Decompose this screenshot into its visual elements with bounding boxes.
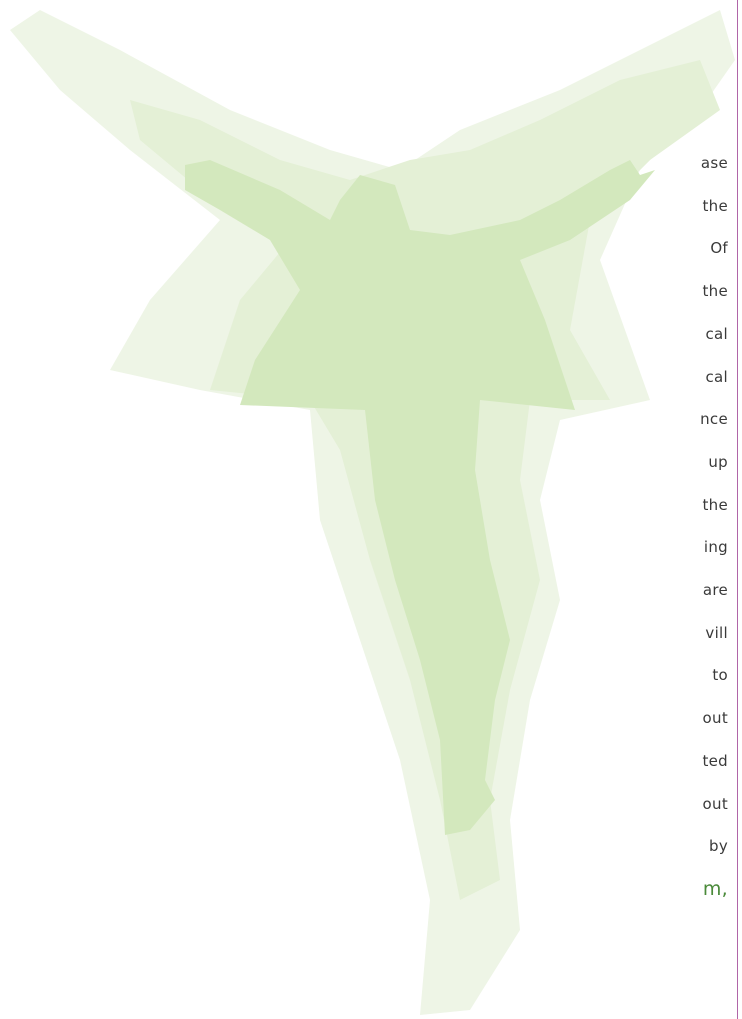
text-line-fragment: ase bbox=[701, 153, 728, 173]
text-line-fragment: vill bbox=[705, 623, 728, 643]
text-line-fragment: the bbox=[702, 196, 728, 216]
figure-silhouette bbox=[0, 0, 742, 1019]
text-line-fragment: by bbox=[709, 836, 728, 856]
text-line-fragment: are bbox=[703, 580, 728, 600]
text-line-fragment: cal bbox=[705, 367, 728, 387]
text-line-fragment: the bbox=[702, 495, 728, 515]
page: {"text_fragments": ["ase", "the", "Of", … bbox=[0, 0, 742, 1019]
text-line-fragment: the bbox=[702, 281, 728, 301]
text-line-fragment: cal bbox=[705, 324, 728, 344]
text-line-fragment: m, bbox=[703, 879, 728, 899]
margin-rule bbox=[737, 0, 738, 1019]
text-line-fragment: nce bbox=[700, 409, 728, 429]
text-line-fragment: to bbox=[712, 665, 728, 685]
text-line-fragment: ted bbox=[702, 751, 728, 771]
text-line-fragment: up bbox=[708, 452, 728, 472]
text-line-fragment: out bbox=[703, 794, 728, 814]
text-line-fragment: ing bbox=[704, 537, 728, 557]
text-line-fragment: Of bbox=[710, 238, 728, 258]
text-line-fragment: out bbox=[703, 708, 728, 728]
